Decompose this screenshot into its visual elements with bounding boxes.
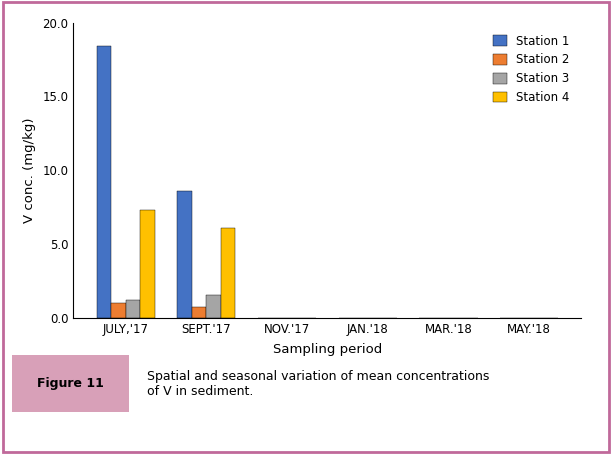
Bar	[140, 210, 155, 318]
Text: Figure 11: Figure 11	[37, 377, 104, 390]
Y-axis label: V conc. (mg/kg): V conc. (mg/kg)	[23, 118, 35, 223]
Bar	[206, 295, 221, 318]
Bar	[97, 46, 111, 318]
X-axis label: Sampling period: Sampling period	[273, 343, 382, 355]
Bar	[192, 307, 206, 318]
Text: Spatial and seasonal variation of mean concentrations
of V in sediment.: Spatial and seasonal variation of mean c…	[147, 370, 489, 398]
Bar	[125, 300, 140, 318]
Legend: Station 1, Station 2, Station 3, Station 4: Station 1, Station 2, Station 3, Station…	[487, 29, 575, 110]
FancyBboxPatch shape	[12, 355, 129, 412]
Bar	[111, 303, 125, 318]
Bar	[177, 191, 192, 318]
Bar	[221, 228, 236, 318]
